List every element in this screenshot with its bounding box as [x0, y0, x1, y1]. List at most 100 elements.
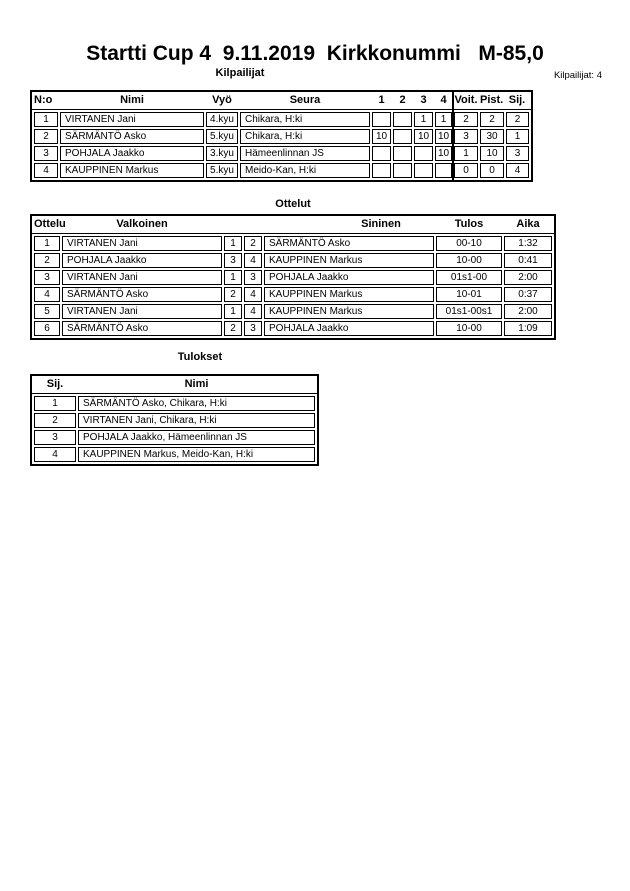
cell-match-no: 4: [34, 287, 60, 302]
cell-tulos: 00-10: [436, 236, 502, 251]
cell-score-1: 10: [372, 129, 391, 144]
cell-white-no: 3: [224, 253, 242, 268]
col-header-vyo: Vyö: [212, 94, 232, 106]
cell-nimi: VIRTANEN Jani: [60, 112, 204, 127]
cell-blue-name: POHJALA Jaakko: [264, 270, 434, 285]
cell-tulos: 10-00: [436, 253, 502, 268]
match-row: 4 SÄRMÄNTÖ Asko 2 4 KAUPPINEN Markus 10-…: [34, 287, 552, 302]
competitor-row: 1 VIRTANEN Jani 4.kyu Chikara, H:ki 1 1 …: [34, 112, 529, 127]
cell-seura: Chikara, H:ki: [240, 112, 370, 127]
cell-score-2: [393, 163, 412, 178]
cell-vyo: 3.kyu: [206, 146, 238, 161]
cell-blue-name: KAUPPINEN Markus: [264, 304, 434, 319]
cell-score-2: [393, 146, 412, 161]
cell-vyo: 5.kyu: [206, 163, 238, 178]
cell-sij: 2: [34, 413, 76, 428]
cell-nimi: POHJALA Jaakko, Hämeenlinnan JS: [78, 430, 315, 445]
cell-white-name: SÄRMÄNTÖ Asko: [62, 321, 222, 336]
cell-white-name: VIRTANEN Jani: [62, 270, 222, 285]
cell-white-no: 1: [224, 270, 242, 285]
cell-score-4: 1: [435, 112, 452, 127]
cell-vyo: 4.kyu: [206, 112, 238, 127]
cell-sij: 2: [506, 112, 529, 127]
cell-sij: 1: [506, 129, 529, 144]
cell-sij: 4: [506, 163, 529, 178]
result-row: 2 VIRTANEN Jani, Chikara, H:ki: [34, 413, 315, 428]
cell-score-4: 10: [435, 146, 452, 161]
cell-white-name: VIRTANEN Jani: [62, 304, 222, 319]
table-kilpailijat-header: N:o Nimi Vyö Seura 1 2 3 4 Voit. Pist. S…: [32, 92, 531, 110]
cell-white-name: POHJALA Jaakko: [62, 253, 222, 268]
cell-no: 1: [34, 112, 58, 127]
competitor-row: 2 SÄRMÄNTÖ Asko 5.kyu Chikara, H:ki 10 1…: [34, 129, 529, 144]
cell-score-1: [372, 163, 391, 178]
col-header-4: 4: [440, 94, 447, 106]
cell-voit: 0: [454, 163, 478, 178]
cell-no: 3: [34, 146, 58, 161]
cell-score-3: 1: [414, 112, 433, 127]
cell-nimi: KAUPPINEN Markus, Meido-Kan, H:ki: [78, 447, 315, 462]
col-header-2: 2: [399, 94, 406, 106]
cell-nimi: VIRTANEN Jani, Chikara, H:ki: [78, 413, 315, 428]
table-kilpailijat: N:o Nimi Vyö Seura 1 2 3 4 Voit. Pist. S…: [30, 90, 533, 182]
cell-score-1: [372, 112, 391, 127]
cell-voit: 1: [454, 146, 478, 161]
cell-sij: 4: [34, 447, 76, 462]
voit-group-divider: [452, 92, 454, 180]
result-row: 4 KAUPPINEN Markus, Meido-Kan, H:ki: [34, 447, 315, 462]
cell-match-no: 1: [34, 236, 60, 251]
col-header-sij: Sij.: [508, 94, 526, 106]
cell-aika: 1:32: [504, 236, 552, 251]
cell-match-no: 2: [34, 253, 60, 268]
cell-white-name: VIRTANEN Jani: [62, 236, 222, 251]
cell-voit: 3: [454, 129, 478, 144]
cell-tulos: 10-01: [436, 287, 502, 302]
col-header-sininen: Sininen: [361, 218, 401, 230]
cell-score-1: [372, 146, 391, 161]
col-header-sij: Sij.: [46, 378, 64, 390]
col-header-no: N:o: [34, 94, 53, 106]
cell-pist: 10: [480, 146, 504, 161]
cell-vyo: 5.kyu: [206, 129, 238, 144]
col-header-voit: Voit.: [454, 94, 478, 106]
cell-score-2: [393, 129, 412, 144]
cell-pist: 2: [480, 112, 504, 127]
col-header-valkoinen: Valkoinen: [116, 218, 168, 230]
cell-blue-no: 4: [244, 253, 262, 268]
cell-blue-no: 3: [244, 321, 262, 336]
match-row: 2 POHJALA Jaakko 3 4 KAUPPINEN Markus 10…: [34, 253, 552, 268]
col-header-pist: Pist.: [480, 94, 504, 106]
cell-score-2: [393, 112, 412, 127]
cell-match-no: 6: [34, 321, 60, 336]
result-row: 3 POHJALA Jaakko, Hämeenlinnan JS: [34, 430, 315, 445]
cell-seura: Chikara, H:ki: [240, 129, 370, 144]
cell-blue-no: 3: [244, 270, 262, 285]
cell-blue-name: SÄRMÄNTÖ Asko: [264, 236, 434, 251]
cell-blue-name: KAUPPINEN Markus: [264, 253, 434, 268]
match-row: 1 VIRTANEN Jani 1 2 SÄRMÄNTÖ Asko 00-10 …: [34, 236, 552, 251]
cell-score-3: [414, 146, 433, 161]
cell-white-no: 1: [224, 236, 242, 251]
cell-nimi: SÄRMÄNTÖ Asko, Chikara, H:ki: [78, 396, 315, 411]
section-label-tulokset: Tulokset: [177, 351, 223, 363]
cell-blue-no: 4: [244, 304, 262, 319]
cell-sij: 1: [34, 396, 76, 411]
col-header-nimi: Nimi: [120, 94, 144, 106]
cell-aika: 0:41: [504, 253, 552, 268]
match-row: 3 VIRTANEN Jani 1 3 POHJALA Jaakko 01s1-…: [34, 270, 552, 285]
col-header-3: 3: [420, 94, 427, 106]
col-header-1: 1: [378, 94, 385, 106]
cell-seura: Meido-Kan, H:ki: [240, 163, 370, 178]
cell-aika: 2:00: [504, 304, 552, 319]
cell-nimi: SÄRMÄNTÖ Asko: [60, 129, 204, 144]
cell-seura: Hämeenlinnan JS: [240, 146, 370, 161]
cell-no: 4: [34, 163, 58, 178]
match-row: 6 SÄRMÄNTÖ Asko 2 3 POHJALA Jaakko 10-00…: [34, 321, 552, 336]
cell-score-4: [435, 163, 452, 178]
cell-blue-name: KAUPPINEN Markus: [264, 287, 434, 302]
cell-blue-name: POHJALA Jaakko: [264, 321, 434, 336]
competitors-count: Kilpailijat: 4: [553, 70, 602, 81]
table-ottelut-header: Ottelu Valkoinen Sininen Tulos Aika: [32, 216, 554, 234]
col-header-ottelu: Ottelu: [34, 218, 66, 230]
